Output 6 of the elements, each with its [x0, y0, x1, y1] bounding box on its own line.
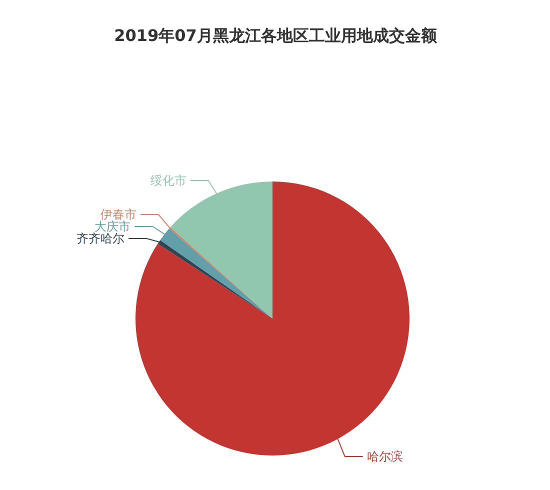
chart-title: 2019年07月黑龙江各地区工业用地成交金额	[114, 26, 438, 45]
slice-label: 哈尔滨	[366, 450, 403, 464]
slice-label: 伊春市	[100, 208, 136, 222]
slice-label: 齐齐哈尔	[76, 232, 125, 246]
slice-label: 绥化市	[150, 174, 186, 188]
slice-label: 大庆市	[94, 220, 131, 234]
